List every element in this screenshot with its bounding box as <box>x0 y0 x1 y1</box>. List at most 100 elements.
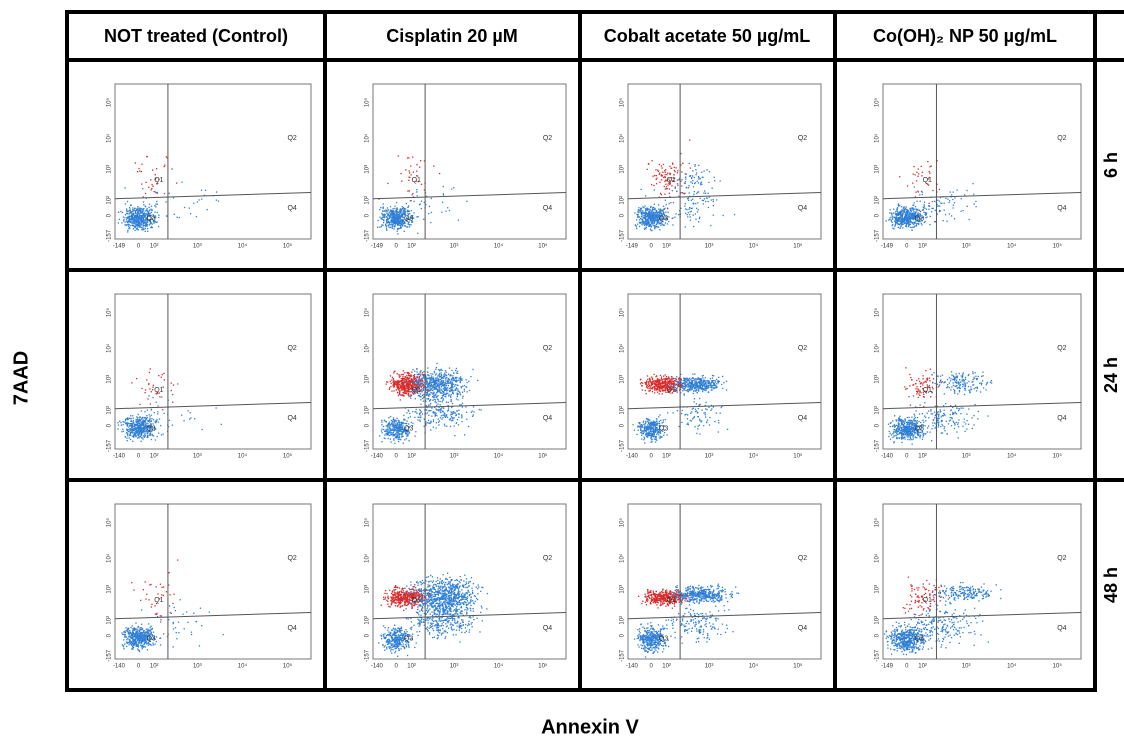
event-dot <box>425 423 427 425</box>
event-dot <box>688 162 690 165</box>
event-dot <box>136 429 138 432</box>
event-dot <box>401 423 403 425</box>
event-dot <box>653 189 655 191</box>
event-dot <box>422 373 424 376</box>
event-dot <box>142 208 144 211</box>
event-dot <box>393 211 395 214</box>
event-dot <box>126 422 128 424</box>
event-dot <box>416 381 418 384</box>
event-dot <box>410 217 412 219</box>
event-dot <box>399 222 401 224</box>
event-dot <box>413 380 416 382</box>
event-dot <box>388 223 390 226</box>
event-dot <box>435 379 437 382</box>
event-dot <box>405 437 407 440</box>
event-dot <box>653 423 656 425</box>
event-dot <box>662 209 664 212</box>
event-dot <box>407 372 409 374</box>
event-dot <box>404 225 407 227</box>
event-dot <box>445 378 447 380</box>
event-dot <box>151 226 153 229</box>
event-dot <box>428 378 430 380</box>
event-dot <box>460 404 463 406</box>
event-dot <box>389 425 391 427</box>
event-dot <box>923 201 926 203</box>
event-dot <box>140 224 142 226</box>
event-dot <box>126 440 128 442</box>
event-dot <box>394 213 396 215</box>
event-dot <box>919 217 921 219</box>
event-dot <box>691 175 694 177</box>
event-dot <box>918 222 920 225</box>
event-dot <box>411 387 413 390</box>
event-dot <box>399 209 401 212</box>
event-dot <box>647 378 649 380</box>
event-dot <box>912 208 914 210</box>
event-dot <box>151 417 153 420</box>
event-dot <box>137 434 139 437</box>
event-dot <box>691 177 693 179</box>
column-header: Cobalt acetate 50 µg/mL <box>604 26 810 46</box>
event-dot <box>419 383 421 385</box>
event-dot <box>392 219 395 222</box>
event-dot <box>973 203 975 205</box>
event-dot <box>136 208 138 210</box>
event-dot <box>690 199 692 201</box>
event-dot <box>692 186 695 188</box>
event-dot <box>904 216 906 218</box>
event-dot <box>132 214 135 216</box>
event-dot <box>158 214 160 216</box>
event-dot <box>411 388 414 390</box>
event-dot <box>445 371 447 373</box>
event-dot <box>432 411 435 413</box>
event-dot <box>674 171 676 173</box>
event-dot <box>634 212 636 214</box>
event-dot <box>133 425 135 427</box>
event-dot <box>653 206 655 209</box>
y-tick-label: 10³ <box>365 165 371 174</box>
event-dot <box>668 203 670 205</box>
event-dot <box>138 426 140 428</box>
event-dot <box>645 218 648 220</box>
event-dot <box>444 415 446 418</box>
event-dot <box>126 216 128 219</box>
event-dot <box>128 220 130 223</box>
event-dot <box>449 381 452 383</box>
event-dot <box>894 223 897 225</box>
event-dot <box>640 207 642 210</box>
y-tick-label: 10² <box>107 196 113 205</box>
event-dot <box>145 224 147 227</box>
event-dot <box>413 392 416 394</box>
y-tick-label: 10⁵ <box>874 98 881 108</box>
y-tick-label: 10² <box>620 196 626 205</box>
event-dot <box>918 219 921 221</box>
event-dot <box>413 376 416 378</box>
event-dot <box>408 172 411 174</box>
event-dot <box>466 391 468 393</box>
event-dot <box>400 219 403 221</box>
event-dot <box>149 424 151 426</box>
event-dot <box>439 389 441 391</box>
event-dot <box>426 381 428 383</box>
event-dot <box>452 376 455 379</box>
event-dot <box>140 212 142 214</box>
event-dot <box>145 417 148 420</box>
event-dot <box>643 428 646 430</box>
event-dot <box>432 380 434 382</box>
event-dot <box>708 196 710 198</box>
event-dot <box>894 224 896 226</box>
event-dot <box>643 217 645 219</box>
event-dot <box>139 403 141 406</box>
event-dot <box>389 427 392 430</box>
event-dot <box>901 213 904 215</box>
event-dot <box>653 420 655 423</box>
event-dot <box>697 175 700 178</box>
event-dot <box>388 215 390 217</box>
event-dot <box>149 368 151 370</box>
event-dot <box>889 216 891 219</box>
event-dot <box>134 214 136 217</box>
event-dot <box>657 428 660 431</box>
event-dot <box>646 168 648 171</box>
event-dot <box>915 225 917 227</box>
event-dot <box>171 424 174 426</box>
